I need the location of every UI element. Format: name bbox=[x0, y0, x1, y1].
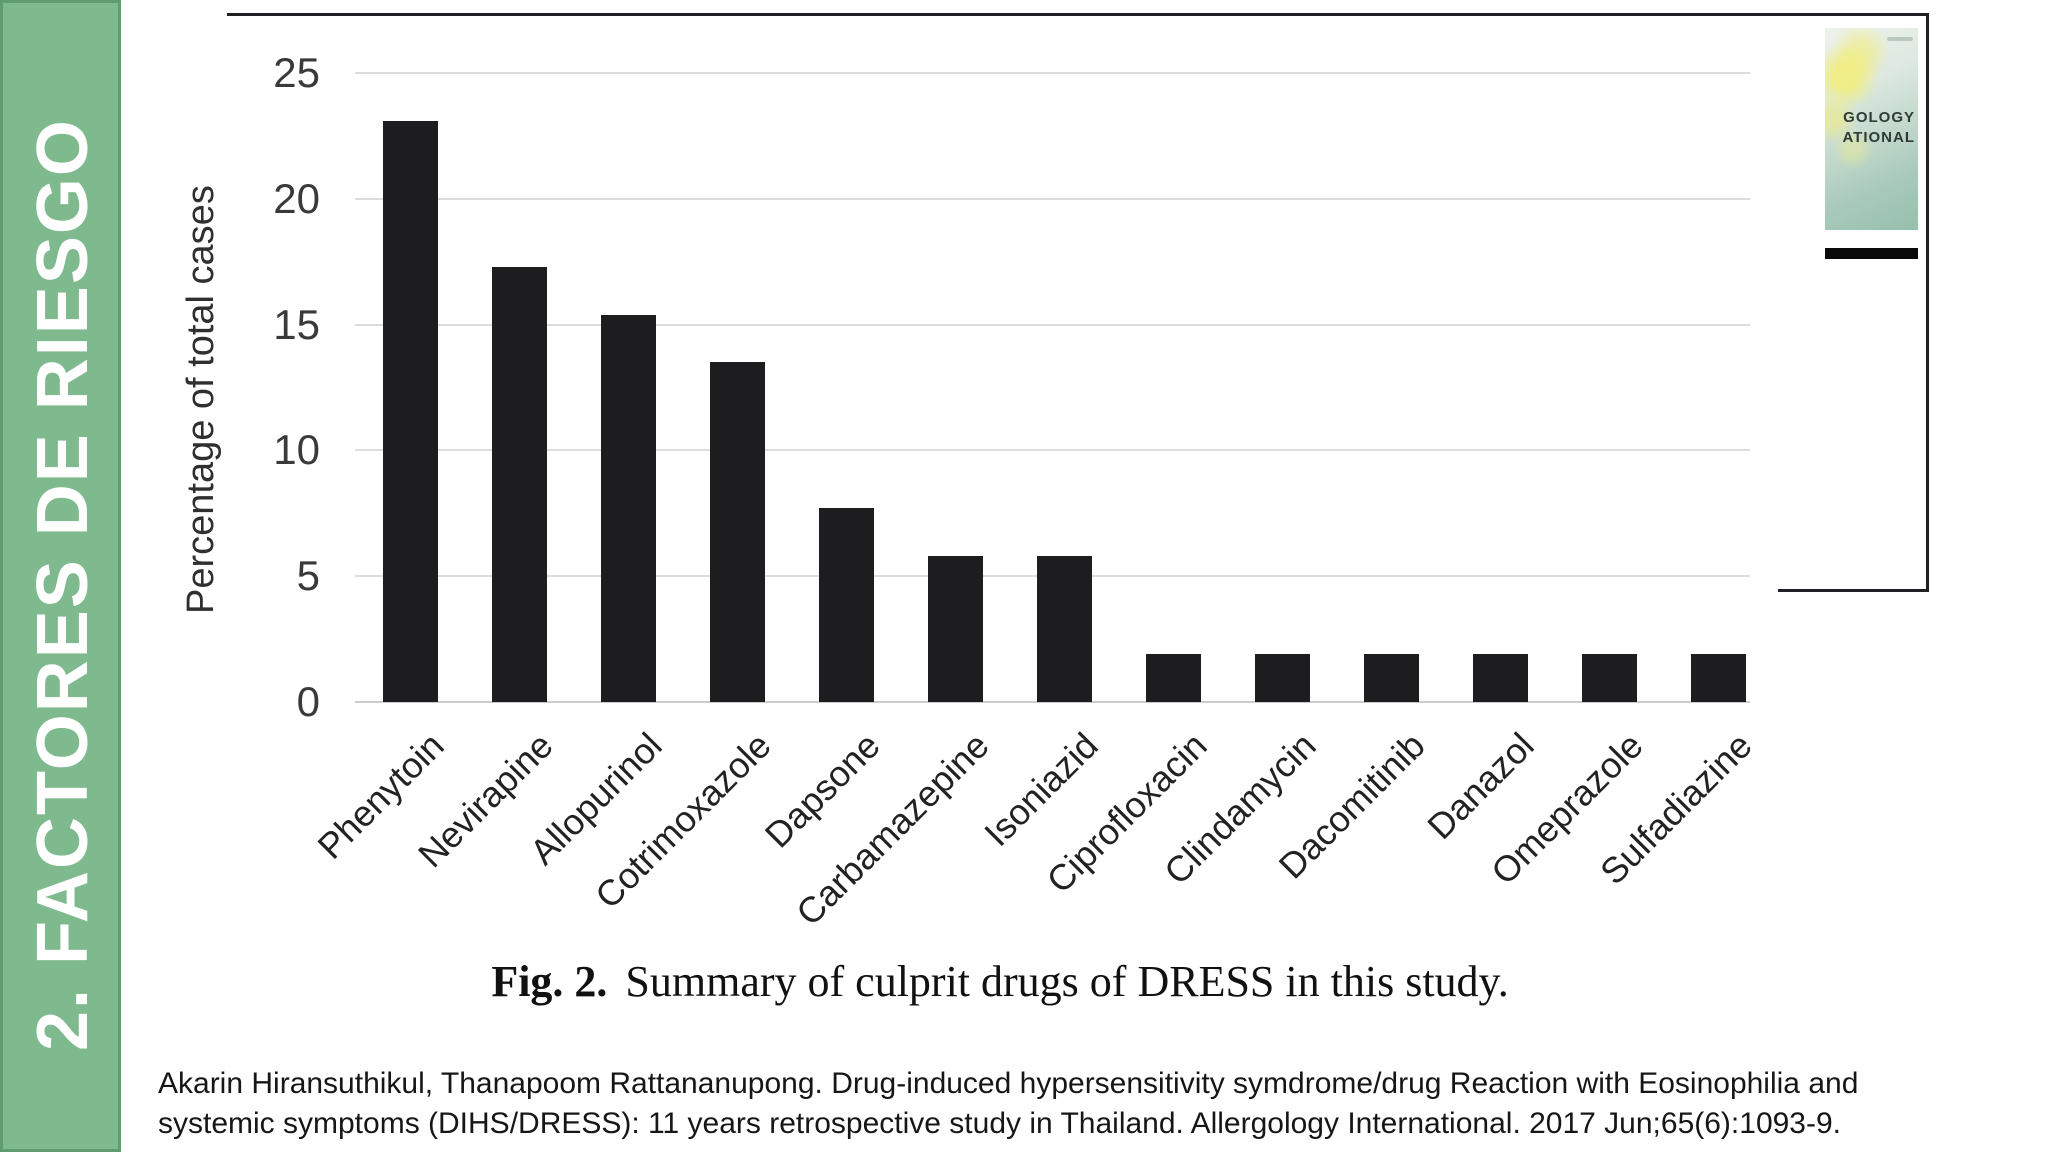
sidebar: 2. FACTORES DE RIESGO bbox=[0, 0, 121, 1152]
bar-carbamazepine bbox=[927, 556, 983, 702]
bar-phenytoin bbox=[382, 121, 438, 702]
figure-caption: Fig. 2. Summary of culprit drugs of DRESS… bbox=[250, 956, 1750, 1007]
y-tick-label-10: 10 bbox=[273, 426, 320, 474]
gridline-y10 bbox=[355, 449, 1750, 452]
journal-cover-title: GOLOGY ATIONAL bbox=[1842, 108, 1915, 148]
bar-cotrimoxazole bbox=[709, 362, 765, 702]
bar-clindamycin bbox=[1254, 654, 1310, 702]
bar-isoniazid bbox=[1036, 556, 1092, 702]
journal-cover-black-bar bbox=[1825, 248, 1918, 259]
figure-frame-border-bottom bbox=[1778, 589, 1929, 592]
bar-nevirapine bbox=[491, 267, 547, 702]
citation-line1: Akarin Hiransuthikul, Thanapoom Rattanan… bbox=[158, 1067, 1859, 1100]
journal-cover-issue-text bbox=[1887, 37, 1913, 41]
y-tick-label-5: 5 bbox=[296, 552, 320, 600]
y-tick-label-20: 20 bbox=[273, 174, 320, 222]
bar-dacomitinib bbox=[1363, 654, 1419, 702]
sidebar-title: 2. FACTORES DE RIESGO bbox=[23, 118, 103, 1051]
bar-dapsone bbox=[818, 508, 874, 702]
figure-caption-text: Summary of culprit drugs of DRESS in thi… bbox=[625, 957, 1509, 1006]
y-tick-label-25: 25 bbox=[273, 49, 320, 96]
citation: Akarin Hiransuthikul, Thanapoom Rattanan… bbox=[158, 1064, 1978, 1144]
figure-frame-border bbox=[227, 13, 1929, 591]
journal-cover-thumbnail: GOLOGY ATIONAL bbox=[1825, 28, 1918, 230]
gridline-y0 bbox=[355, 701, 1750, 703]
gridline-y20 bbox=[355, 197, 1750, 200]
bar-sulfadiazine bbox=[1690, 654, 1746, 702]
bar-ciprofloxacin bbox=[1145, 654, 1201, 702]
y-axis-title: Percentage of total cases bbox=[180, 185, 222, 614]
bar-danazol bbox=[1472, 654, 1528, 702]
journal-cover-title-line2: ATIONAL bbox=[1842, 129, 1915, 146]
bar-omeprazole bbox=[1581, 654, 1637, 702]
y-tick-label-0: 0 bbox=[296, 678, 320, 725]
bar-allopurinol bbox=[600, 315, 656, 702]
journal-cover-title-line1: GOLOGY bbox=[1843, 109, 1915, 126]
citation-line2: systemic symptoms (DIHS/DRESS): 11 years… bbox=[158, 1107, 1842, 1140]
gridline-y15 bbox=[355, 323, 1750, 326]
x-tick-label-carbamazepine: Carbamazepine bbox=[787, 724, 997, 934]
gridline-y25 bbox=[355, 72, 1750, 74]
figure-caption-number: Fig. 2. bbox=[491, 957, 608, 1006]
y-tick-label-15: 15 bbox=[273, 300, 320, 348]
